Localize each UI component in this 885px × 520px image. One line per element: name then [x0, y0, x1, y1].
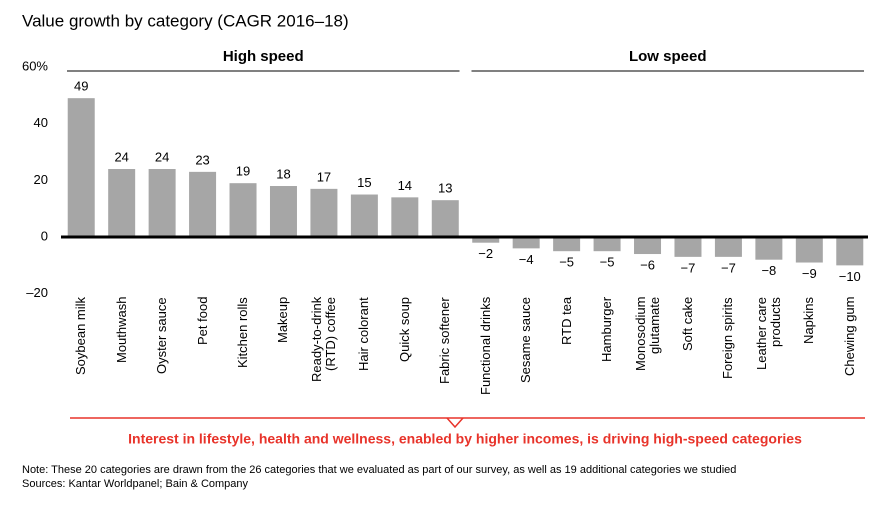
- value-label: −7: [681, 260, 696, 275]
- value-label: −2: [478, 246, 493, 261]
- y-tick-label: 40: [34, 115, 48, 130]
- value-label: 18: [276, 166, 290, 181]
- bar: [512, 237, 540, 249]
- value-label: −10: [839, 269, 861, 284]
- bar: [714, 237, 742, 257]
- value-label: 24: [155, 149, 169, 164]
- value-label: 13: [438, 181, 452, 196]
- bar: [674, 237, 702, 257]
- value-label: −9: [802, 266, 817, 281]
- x-tick-label: Leather care products: [753, 297, 783, 370]
- note: Note: These 20 categories are drawn from…: [22, 464, 736, 476]
- group-label: High speed: [223, 48, 304, 65]
- value-label: 19: [236, 164, 250, 179]
- x-tick-label: Oyster sauce: [154, 297, 170, 374]
- bracket-notch: [446, 417, 464, 429]
- bar: [67, 98, 95, 238]
- value-label: −8: [761, 263, 776, 278]
- bar: [755, 237, 783, 260]
- x-tick-label: Hair colorant: [356, 297, 372, 371]
- bar: [189, 171, 217, 238]
- bar: [108, 169, 136, 238]
- bar: [229, 183, 257, 238]
- value-label: −5: [600, 255, 615, 270]
- x-tick-label: RTD tea: [558, 297, 574, 346]
- x-tick-label: Sesame sauce: [518, 297, 534, 383]
- x-tick-label: Fabric softener: [437, 297, 453, 384]
- x-tick-label: Napkins: [801, 297, 817, 344]
- x-tick-label: Ready-to-drink (RTD) coffee: [308, 297, 338, 383]
- bar: [836, 237, 864, 266]
- bar: [634, 237, 662, 255]
- value-label: 23: [195, 152, 209, 167]
- x-tick-label: Functional drinks: [477, 297, 493, 396]
- x-tick-label: Makeup: [275, 297, 291, 344]
- x-tick-label: Chewing gum: [841, 297, 857, 377]
- x-tick-label: Hamburger: [599, 297, 615, 363]
- sources: Sources: Kantar Worldpanel; Bain & Compa…: [22, 478, 249, 490]
- bar: [310, 188, 338, 238]
- x-tick-label: Monosodium glutamate: [632, 297, 662, 372]
- y-tick-label: –20: [26, 285, 48, 300]
- value-label: 49: [74, 79, 88, 94]
- bar: [148, 169, 176, 238]
- bar: [391, 197, 419, 238]
- x-tick-label: Soft cake: [679, 297, 695, 352]
- annotation: Interest in lifestyle, health and wellne…: [128, 431, 802, 447]
- value-label: −4: [519, 252, 534, 267]
- value-label: −6: [640, 257, 655, 272]
- y-tick-label: 0: [41, 228, 48, 243]
- x-tick-label: Kitchen rolls: [235, 297, 251, 368]
- bar: [269, 186, 297, 238]
- y-tick-label: 20: [34, 172, 48, 187]
- x-tick-label: Soybean milk: [73, 297, 89, 376]
- bar: [472, 237, 500, 243]
- bar: [350, 194, 378, 238]
- y-tick-label: 60%: [22, 58, 48, 73]
- x-tick-label: Quick soup: [396, 297, 412, 363]
- bar: [431, 200, 459, 238]
- value-label: 24: [114, 149, 128, 164]
- group-label: Low speed: [629, 48, 707, 65]
- bar: [795, 237, 823, 263]
- value-label: 14: [398, 178, 412, 193]
- value-label: −7: [721, 260, 736, 275]
- value-label: 15: [357, 175, 371, 190]
- x-tick-label: Pet food: [194, 297, 210, 346]
- x-tick-label: Mouthwash: [113, 297, 129, 364]
- value-label: −5: [559, 255, 574, 270]
- bar: [553, 237, 581, 252]
- bar: [593, 237, 621, 252]
- x-tick-label: Foreign spirits: [720, 297, 736, 379]
- chart-title: Value growth by category (CAGR 2016–18): [22, 11, 349, 30]
- value-label: 17: [317, 169, 331, 184]
